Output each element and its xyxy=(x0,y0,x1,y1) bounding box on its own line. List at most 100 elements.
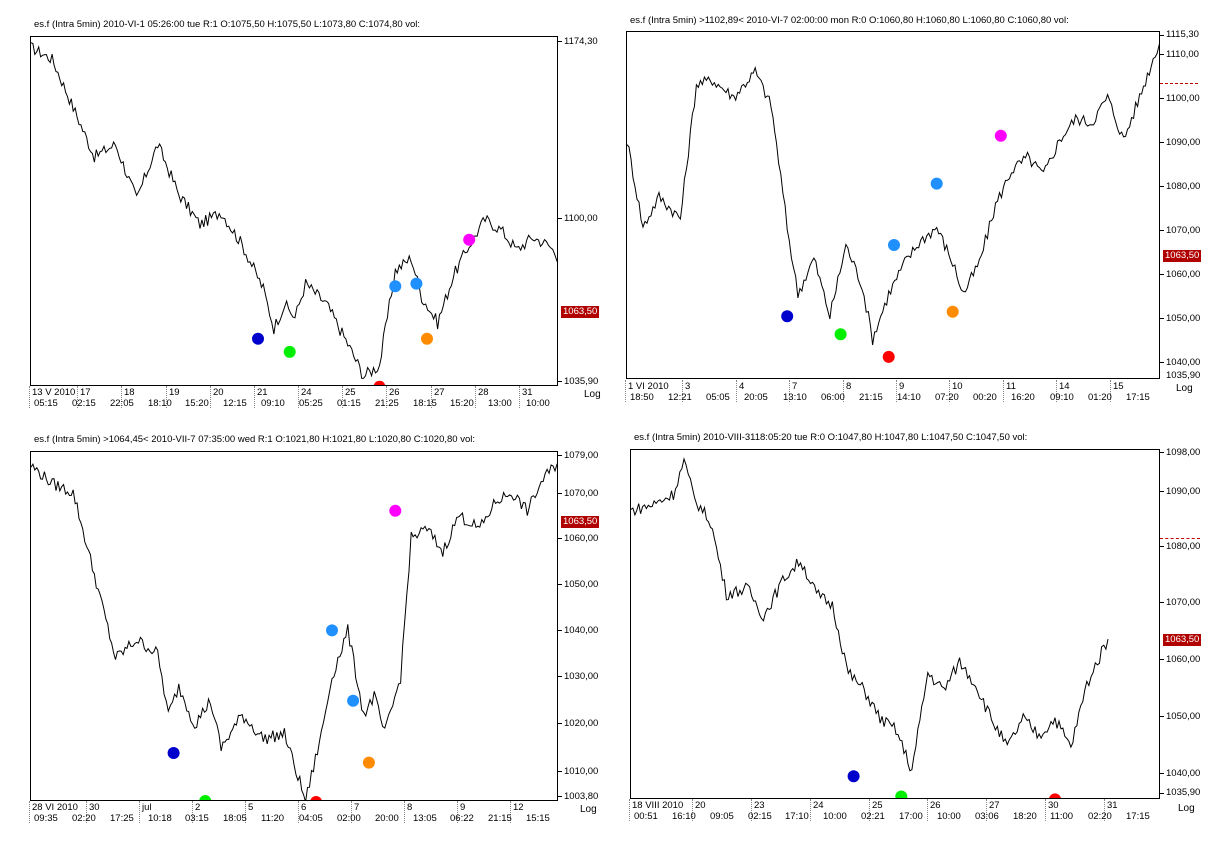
x-date-label: 4 xyxy=(739,381,745,392)
y-tick xyxy=(558,41,562,42)
x-time-label: 15:15 xyxy=(526,813,550,824)
x-tick-separator xyxy=(1003,380,1004,402)
x-tick-separator xyxy=(121,386,122,408)
x-date-label: 23 xyxy=(754,800,765,811)
x-axis: 13 V 2010 17 18 19 20 21 24 25 26 27 28 31 05:15 02:1… xyxy=(29,386,560,416)
y-tick-label: 1003,80 xyxy=(564,791,599,802)
x-time-label: 02:00 xyxy=(337,813,361,824)
x-time-label: 02:21 xyxy=(861,811,885,822)
x-time-label: 05:15 xyxy=(34,398,58,409)
y-tick-label: 1100,00 xyxy=(564,213,598,224)
y-tick-label: 1079,00 xyxy=(564,450,599,461)
x-time-label: 20:00 xyxy=(375,813,399,824)
x-tick-separator xyxy=(192,801,193,823)
x-time-label: 06:00 xyxy=(821,392,845,403)
y-tick-label: 1115,30 xyxy=(1166,29,1199,40)
x-date-label: 10 xyxy=(952,381,963,392)
reference-line xyxy=(1160,83,1198,84)
y-tick-label: 1070,00 xyxy=(1166,225,1201,236)
plot-area xyxy=(30,451,558,801)
x-time-label: 03:06 xyxy=(975,811,999,822)
x-tick-separator xyxy=(29,386,30,408)
y-tick xyxy=(1160,186,1164,187)
x-time-label: 00:20 xyxy=(973,392,997,403)
x-date-label: 11 xyxy=(1006,381,1016,392)
signal-marker xyxy=(895,790,908,798)
x-tick-separator xyxy=(166,386,167,408)
chart-panel-4: es.f (Intra 5min) 2010-VIII-3118:05:20 t… xyxy=(608,421,1216,842)
y-tick xyxy=(1160,452,1164,453)
y-tick-label: 1040,00 xyxy=(1166,768,1201,779)
x-time-label: 06:22 xyxy=(450,813,474,824)
x-tick-separator xyxy=(475,386,476,408)
x-tick-separator xyxy=(77,386,78,408)
price-svg xyxy=(631,457,1109,798)
x-date-label: 3 xyxy=(685,381,691,392)
x-time-label: 17:10 xyxy=(785,811,809,822)
x-tick-separator xyxy=(1045,799,1046,821)
signal-marker xyxy=(389,504,402,517)
y-tick xyxy=(558,796,562,797)
price-tag: 1063,50 xyxy=(1163,634,1202,646)
x-time-label: 10:18 xyxy=(148,813,172,824)
y-tick xyxy=(558,584,562,585)
x-tick-separator xyxy=(86,801,87,823)
x-date-label: 28 VI 2010 xyxy=(32,802,78,813)
x-time-label: 07:20 xyxy=(935,392,959,403)
y-tick xyxy=(1160,716,1164,717)
x-date-label: 8 xyxy=(407,802,413,813)
y-tick xyxy=(1160,773,1164,774)
plot-area xyxy=(630,449,1160,799)
chart-header: es.f (Intra 5min) >1102,89< 2010-VI-7 02… xyxy=(630,15,1069,26)
signal-marker xyxy=(781,310,794,323)
price-line xyxy=(627,43,1159,346)
y-tick-label: 1080,00 xyxy=(1166,541,1201,552)
x-tick-separator xyxy=(210,386,211,408)
x-time-label: 02:15 xyxy=(748,811,772,822)
x-tick-separator xyxy=(342,386,343,408)
signal-marker xyxy=(252,332,264,345)
signal-marker xyxy=(283,345,296,358)
x-time-label: 16:10 xyxy=(672,811,696,822)
x-time-label: 09:35 xyxy=(34,813,58,824)
signal-marker xyxy=(347,694,360,707)
x-time-label: 13:05 xyxy=(413,813,437,824)
y-tick xyxy=(558,493,562,494)
x-tick-separator xyxy=(298,801,299,823)
x-time-label: 14:10 xyxy=(897,392,921,403)
signal-marker xyxy=(834,328,847,341)
x-time-label: 21:25 xyxy=(375,398,399,409)
x-tick-separator xyxy=(245,801,246,823)
x-time-label: 12:15 xyxy=(223,398,247,409)
x-time-label: 12:21 xyxy=(668,392,692,403)
y-tick xyxy=(558,676,562,677)
price-tag: 1063,50 xyxy=(561,516,600,528)
x-time-label: 04:05 xyxy=(299,813,323,824)
signal-marker xyxy=(326,624,338,637)
x-tick-separator xyxy=(29,801,30,823)
x-tick-separator xyxy=(351,801,352,823)
x-time-label: 01:15 xyxy=(337,398,361,409)
signal-marker xyxy=(946,305,959,318)
chart-header: es.f (Intra 5min) 2010-VIII-3118:05:20 t… xyxy=(634,432,1028,443)
y-tick xyxy=(1160,362,1164,363)
price-line xyxy=(31,463,557,800)
price-line xyxy=(31,42,557,379)
x-tick-separator xyxy=(896,380,897,402)
signal-marker xyxy=(847,770,860,783)
x-tick-separator xyxy=(629,799,630,821)
y-tick xyxy=(558,381,562,382)
x-axis: 28 VI 2010 30 jul 2 5 6 7 8 9 12 09:35 02:20 17:25 10… xyxy=(29,801,560,831)
x-tick-separator xyxy=(986,799,987,821)
x-date-label: 31 xyxy=(1107,800,1118,811)
log-label: Log xyxy=(580,804,597,815)
y-tick-label: 1010,00 xyxy=(564,766,599,777)
chart-panel-2: es.f (Intra 5min) >1102,89< 2010-VI-7 02… xyxy=(608,0,1216,421)
x-date-label: 17 xyxy=(80,387,91,398)
x-tick-separator xyxy=(692,799,693,821)
y-tick xyxy=(1160,35,1164,36)
x-time-label: 15:20 xyxy=(185,398,209,409)
x-time-label: 10:00 xyxy=(823,811,847,822)
x-date-label: 21 xyxy=(257,387,268,398)
x-date-label: 2 xyxy=(195,802,201,813)
